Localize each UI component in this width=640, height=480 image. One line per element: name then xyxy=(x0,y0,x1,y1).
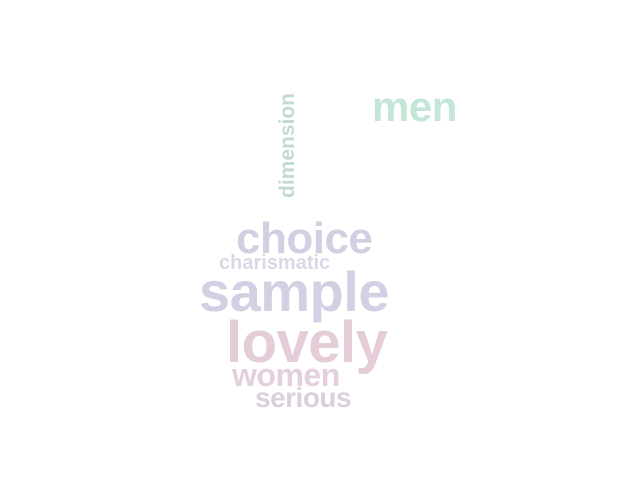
word-charismatic: charismatic xyxy=(219,252,331,274)
word-lovely: lovely xyxy=(226,310,388,375)
word-serious: serious xyxy=(255,382,352,413)
word-choice: choice xyxy=(236,214,373,263)
word-dimension: dimension xyxy=(276,92,299,198)
word-sample: sample xyxy=(199,260,390,323)
word-women: women xyxy=(232,357,340,393)
word-men: men xyxy=(372,83,457,130)
